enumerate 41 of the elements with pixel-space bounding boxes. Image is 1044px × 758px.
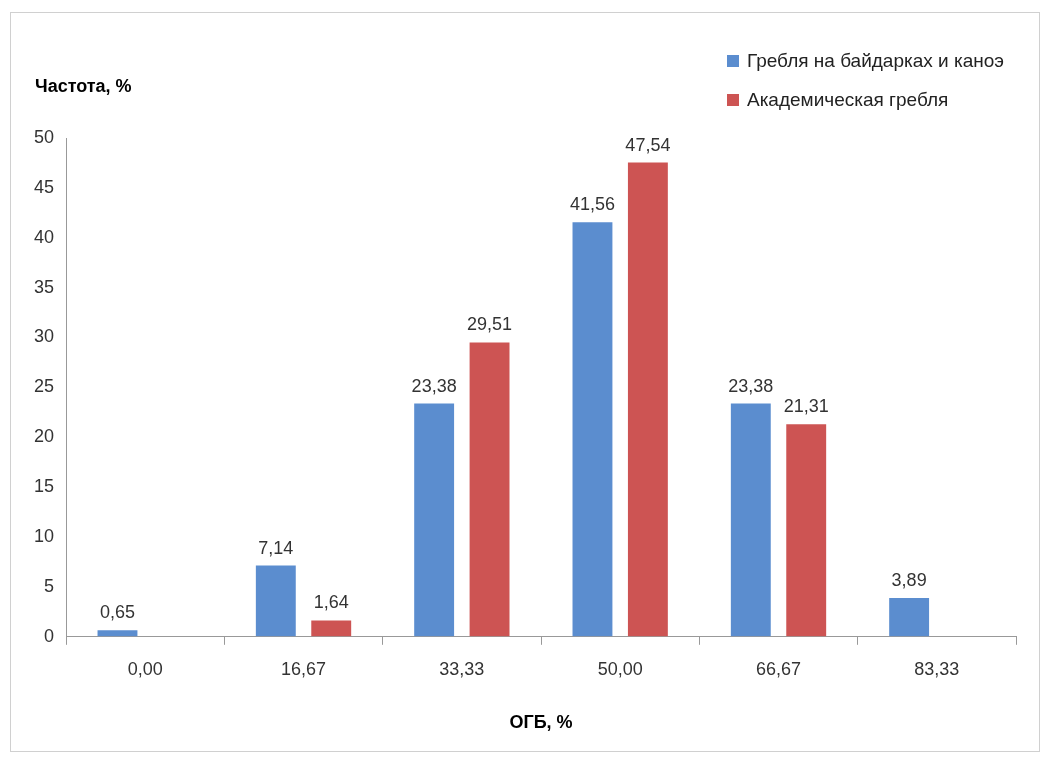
- y-tick-label: 25: [33, 376, 55, 397]
- y-tick-label: 20: [33, 426, 55, 447]
- x-tick-label: 0,00: [127, 658, 163, 679]
- y-tick-label: 35: [33, 276, 55, 297]
- bar: [311, 620, 352, 637]
- bar: [627, 162, 668, 637]
- bar: [469, 342, 510, 637]
- data-label: 47,54: [625, 134, 671, 155]
- x-tick-label: 16,67: [280, 658, 327, 679]
- bar: [889, 597, 930, 637]
- data-label: 0,65: [99, 602, 135, 623]
- bar: [786, 424, 827, 637]
- bar: [414, 403, 455, 637]
- data-label: 29,51: [467, 314, 513, 335]
- x-tick-label: 33,33: [439, 658, 485, 679]
- bar: [255, 565, 296, 637]
- data-label: 23,38: [411, 375, 457, 396]
- x-tick-label: 50,00: [597, 658, 643, 679]
- x-axis-title: ОГБ, %: [509, 712, 573, 733]
- data-label: 7,14: [258, 537, 294, 558]
- bar: [572, 222, 613, 637]
- y-tick-label: 10: [33, 526, 55, 547]
- data-label: 21,31: [783, 396, 829, 417]
- y-tick-label: 0: [44, 625, 55, 646]
- data-label: 41,56: [569, 194, 615, 215]
- data-label: 3,89: [891, 569, 927, 590]
- x-tick-label: 83,33: [914, 658, 960, 679]
- legend-label: Гребля на байдарках и каноэ: [746, 50, 1004, 72]
- y-axis-title: Частота, %: [35, 75, 132, 96]
- legend-label: Академическая гребля: [746, 89, 949, 111]
- bar: [730, 403, 771, 637]
- y-tick-label: 40: [33, 226, 55, 247]
- y-tick-label: 15: [33, 476, 55, 497]
- x-tick-label: 66,67: [755, 658, 802, 679]
- data-label: 23,38: [728, 375, 774, 396]
- data-label: 1,64: [313, 592, 349, 613]
- y-tick-label: 45: [33, 176, 55, 197]
- bar: [97, 630, 138, 637]
- y-tick-label: 50: [33, 126, 55, 147]
- y-tick-label: 5: [44, 575, 55, 596]
- y-tick-label: 30: [33, 326, 55, 347]
